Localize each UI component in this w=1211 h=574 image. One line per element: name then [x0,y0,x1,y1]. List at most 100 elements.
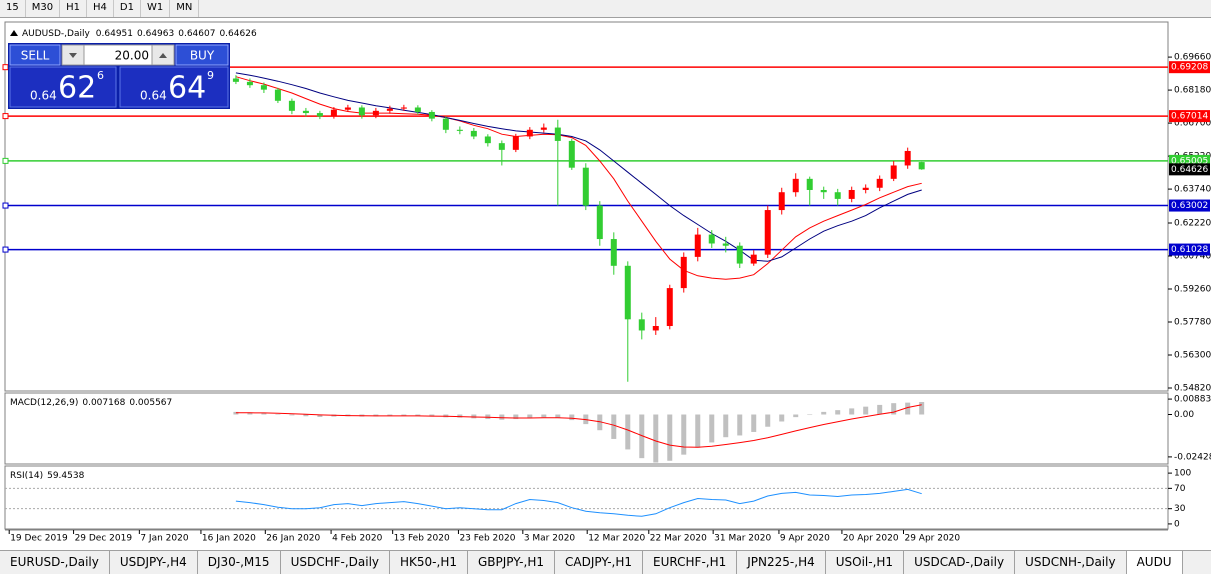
candle-body [274,89,281,101]
moving-average [235,76,922,280]
timeframe-button[interactable]: M30 [26,0,61,17]
x-tick-label: 4 Feb 2020 [332,534,383,544]
buy-price-box[interactable] [119,66,229,108]
macd-bar [835,410,841,415]
y-tick-label: 0.57780 [1174,317,1211,327]
symbol-tab[interactable]: DJ30-,M15 [198,551,281,574]
timeframe-button[interactable]: MN [170,0,200,17]
symbol-tab[interactable]: EURUSD-,Daily [0,551,110,574]
level-anchor [2,202,9,209]
candle-body [540,127,547,130]
main-layer: 0.696600.681800.667000.652200.637400.622… [2,53,1211,544]
timeframe-button[interactable]: D1 [114,0,141,17]
y-tick-label: 0.54820 [1174,383,1211,393]
symbol-tab[interactable]: USDCAD-,Daily [904,551,1016,574]
current-price-label: 0.64626 [1171,165,1208,175]
symbol-tabs: EURUSD-,Daily USDJPY-,H4 DJ30-,M15 USDCHF-,… [0,550,1211,574]
macd-bar [765,414,771,427]
chart-header: AUDUSD-,Daily 0.64951 0.64963 0.64607 0.6462… [22,29,257,39]
timeframe-button[interactable]: 15 [0,0,26,17]
macd-bar [779,414,785,422]
symbol-tab[interactable]: HK50-,H1 [390,551,468,574]
candle-body [848,189,855,199]
macd-bar [919,401,925,415]
x-tick-label: 9 Apr 2020 [780,534,830,544]
timeframe-button[interactable]: H4 [87,0,114,17]
candle-body [904,150,911,166]
candle-body [890,165,897,179]
symbol-tab[interactable]: AUDU [1126,551,1183,574]
symbol-tab[interactable]: EURCHF-,H1 [643,551,738,574]
sell-price-box[interactable] [9,66,117,108]
symbol-tab[interactable]: USDJPY-,H4 [110,551,198,574]
y-tick-label: 0.62220 [1174,218,1211,228]
level-label: 0.65005 [1171,156,1208,166]
symbol-tab[interactable]: USDCHF-,Daily [281,551,391,574]
macd-bar [611,414,617,439]
x-tick-label: 22 Mar 2020 [650,534,707,544]
lot-value[interactable]: 20.00 [115,49,149,63]
x-tick-label: 13 Feb 2020 [394,534,450,544]
candle-body [624,265,631,320]
candle-body [526,129,533,137]
macd-bar [695,414,701,448]
level-anchor [2,157,9,164]
symbol-tab[interactable]: CADJPY-,H1 [555,551,644,574]
x-tick-label: 31 Mar 2020 [714,534,771,544]
buy-button[interactable] [175,44,229,66]
sell-label[interactable]: SELL [21,49,50,63]
symbol-tab[interactable]: USOil-,H1 [826,551,905,574]
sell-price-big-figure: 0.64 [30,89,57,103]
macd-panel [4,392,1169,465]
symbol-tab[interactable]: GBPJPY-,H1 [468,551,555,574]
rsi-name: RSI(14) [10,471,43,481]
timeframe-button[interactable]: W1 [141,0,171,17]
signal-value: 0.005567 [129,398,172,408]
symbol-tab[interactable]: USDCNH-,Daily [1015,551,1127,574]
rsi-panel [4,465,1169,530]
level-label-box [1169,199,1210,212]
y-tick-label: 0 [1174,519,1180,529]
y-tick-label: 0.68180 [1174,86,1211,96]
x-tick-label: 20 Apr 2020 [843,534,899,544]
sell-price-fraction: 6 [97,69,104,82]
macd-bar [653,414,659,463]
macd-bar [569,414,575,421]
candle-body [820,189,827,193]
candle-body [498,143,505,150]
candle-body [344,107,351,110]
y-tick-label: 0.60740 [1174,251,1211,261]
x-tick-label: 23 Feb 2020 [459,534,515,544]
macd-name: MACD(12,26,9) [10,398,78,408]
macd-bar [751,414,757,432]
candle-body [442,118,449,130]
macd-bar [303,414,309,417]
candle-body [764,210,771,255]
sell-button[interactable] [9,44,61,66]
close: 0.64626 [219,29,256,39]
candle-body [806,178,813,190]
x-tick-label: 29 Dec 2019 [75,534,133,544]
low: 0.64607 [178,29,215,39]
timeframe-button[interactable]: H1 [60,0,87,17]
y-tick-label: 0.008833 [1174,395,1211,405]
candle-body [876,178,883,188]
candle-body [582,167,589,206]
y-tick-label: 0.56300 [1174,350,1211,360]
candle-body [330,109,337,117]
rsi-header: RSI(14) 59.4538 [10,471,85,481]
candle-body [400,107,407,109]
macd-bar [793,414,799,418]
level-anchor [2,246,9,253]
macd-bar [499,414,505,420]
down-arrow [69,53,77,58]
symbol-tab[interactable]: JPN225-,H4 [737,551,826,574]
candle-body [386,108,393,111]
candle-body [372,110,379,116]
candle-body [470,130,477,137]
candle-body [792,178,799,193]
buy-label[interactable]: BUY [190,49,215,63]
candle-body [610,239,617,266]
macd-bar [275,414,281,415]
